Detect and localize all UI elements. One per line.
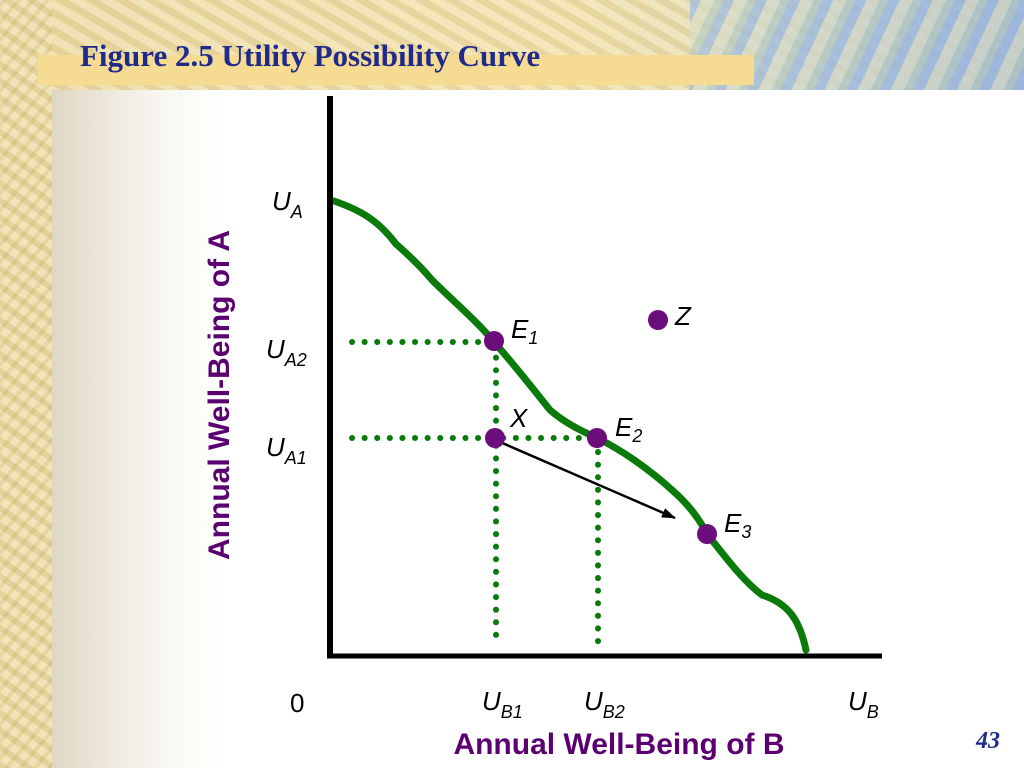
point-z-label: Z [674, 301, 692, 331]
utility-possibility-curve [330, 197, 810, 654]
point-e1 [484, 331, 504, 351]
point-e1-label: E1 [511, 314, 538, 348]
y-tick-ua: UA [272, 186, 303, 222]
y-tick-ua2: UA2 [266, 334, 307, 370]
title-highlight-bar [38, 55, 754, 85]
x-tick-ub2: UB2 [584, 686, 625, 722]
y-axis-title: Annual Well-Being of A [203, 230, 236, 560]
movement-arrow [499, 440, 676, 520]
point-e2-label: E2 [615, 412, 642, 446]
x-tick-ub1: UB1 [482, 686, 523, 722]
x-axis-title: Annual Well-Being of B [453, 728, 784, 761]
origin-label: 0 [290, 688, 304, 718]
point-x [485, 428, 505, 448]
left-decorative-strip [0, 0, 52, 768]
left-shadow [52, 90, 222, 768]
point-e2 [587, 428, 607, 448]
point-x-label: X [509, 403, 529, 433]
point-z [648, 310, 668, 330]
x-tick-ub: UB [848, 686, 879, 722]
point-e3 [697, 524, 717, 544]
slide-title: Figure 2.5 Utility Possibility Curve [80, 38, 541, 73]
point-e3-label: E3 [724, 508, 751, 542]
y-tick-ua1: UA1 [266, 432, 307, 468]
page-number: 43 [976, 728, 1000, 754]
